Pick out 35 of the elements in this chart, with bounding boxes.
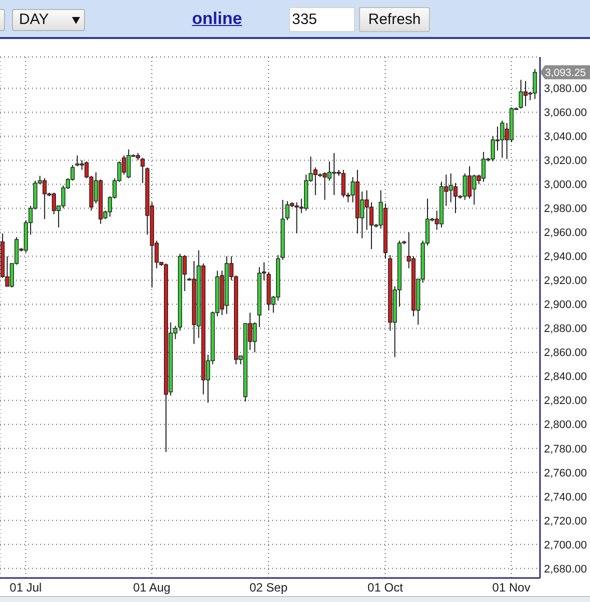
y-tick-label: 2,740.00: [544, 491, 587, 504]
y-tick-label: 2,760.00: [544, 467, 587, 480]
dropdown: DAY: [12, 9, 85, 31]
x-tick-label: 01 Jul: [10, 580, 42, 595]
y-tick-label: 3,000.00: [544, 179, 587, 192]
candlestick: [453, 182, 458, 214]
y-tick-label: 2,960.00: [544, 227, 587, 240]
x-tick-label: 01 Aug: [133, 580, 170, 595]
y-tick-label: 3,080.00: [544, 83, 587, 96]
button: Refresh: [359, 7, 430, 32]
x-tick-label: 02 Sep: [249, 580, 288, 595]
text: online: [192, 8, 242, 30]
y-tick-label: 2,880.00: [544, 323, 587, 336]
y-tick-label: 3,040.00: [544, 131, 587, 144]
y-tick-label: 2,780.00: [544, 443, 587, 456]
candlestick: [467, 166, 472, 200]
candlestick: [481, 151, 486, 182]
y-tick-label: 2,940.00: [544, 251, 587, 264]
y-tick-label: 3,020.00: [544, 155, 587, 168]
text-field: 335: [289, 7, 355, 32]
y-tick-label: 2,900.00: [544, 299, 587, 312]
text: 3,093.25: [545, 67, 586, 80]
x-tick-label: 01 Oct: [368, 580, 404, 595]
y-tick-label: 2,920.00: [544, 275, 587, 288]
y-tick-label: 2,720.00: [544, 515, 587, 528]
y-tick-label: 2,860.00: [544, 347, 587, 360]
candlestick: [140, 157, 145, 184]
y-tick-label: 2,700.00: [544, 539, 587, 552]
y-tick-label: 3,060.00: [544, 107, 587, 120]
y-tick-label: 2,820.00: [544, 395, 587, 408]
x-tick-label: 01 Nov: [492, 580, 530, 595]
y-tick-label: 2,680.00: [544, 563, 587, 576]
y-tick-label: 2,800.00: [544, 419, 587, 432]
y-tick-label: 2,980.00: [544, 203, 587, 216]
y-tick-label: 2,840.00: [544, 371, 587, 384]
